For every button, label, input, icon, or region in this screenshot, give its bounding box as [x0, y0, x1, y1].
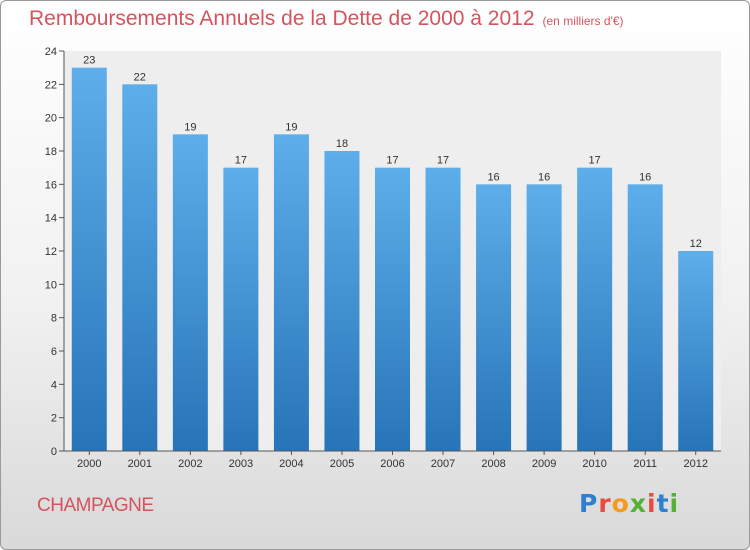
data-label-2005: 18	[336, 138, 348, 150]
logo-letter: i	[647, 489, 657, 518]
y-tick-label: 18	[45, 146, 57, 158]
bar-2000	[71, 67, 107, 452]
bar-2011	[627, 184, 663, 452]
data-label-2009: 16	[538, 171, 550, 183]
data-label-2001: 22	[134, 71, 146, 83]
y-tick-label: 24	[45, 46, 57, 58]
logo-letter: P	[579, 489, 599, 518]
title-text: Remboursements Annuels de la Dette de 20…	[29, 7, 535, 30]
data-label-2006: 17	[386, 155, 398, 167]
y-tick-label: 0	[51, 446, 57, 458]
chart-title: Remboursements Annuels de la Dette de 20…	[29, 7, 624, 31]
data-label-2007: 17	[437, 155, 449, 167]
bars: 23 22 19 17 19 18 17 17 16 16 17 16 12	[71, 55, 714, 452]
data-label-2004: 19	[285, 121, 297, 133]
data-label-2010: 17	[589, 155, 601, 167]
bar-2003	[223, 167, 259, 451]
x-tick-label-2006: 2006	[380, 458, 404, 470]
y-tick-label: 8	[51, 313, 57, 325]
data-label-2008: 16	[487, 171, 499, 183]
y-tick-label: 6	[51, 346, 57, 358]
bar-2004	[273, 134, 309, 452]
data-label-2003: 17	[235, 155, 247, 167]
x-tick-label-2005: 2005	[330, 458, 354, 470]
y-tick-label: 22	[45, 79, 57, 91]
bar-2001	[122, 84, 158, 451]
bar-2002	[172, 134, 208, 452]
x-tick-label-2008: 2008	[481, 458, 505, 470]
bar-2006	[375, 167, 410, 451]
logo-letter: t	[656, 489, 670, 518]
y-tick-label: 16	[45, 179, 57, 191]
x-tick-label-2001: 2001	[128, 458, 152, 470]
x-tick-label-2011: 2011	[633, 458, 657, 470]
bar-2009	[526, 184, 562, 452]
logo-letter: x	[629, 489, 647, 518]
bar-2012	[678, 251, 714, 451]
y-tick-label: 20	[45, 113, 57, 125]
x-tick-label-2003: 2003	[229, 458, 253, 470]
y-tick-label: 2	[51, 413, 57, 425]
bar-2008	[476, 184, 512, 452]
x-tick-label-2009: 2009	[532, 458, 556, 470]
x-tick-label-2010: 2010	[582, 458, 606, 470]
y-tick-label: 12	[45, 246, 57, 258]
data-label-2002: 19	[184, 121, 196, 133]
data-label-2012: 12	[690, 238, 702, 250]
unit-label: (en milliers d'€)	[542, 14, 624, 28]
bar-2005	[324, 151, 360, 451]
y-tick-label: 4	[51, 379, 57, 391]
y-tick-label: 10	[45, 279, 57, 291]
bar-2007	[425, 167, 461, 451]
x-tick-label-2000: 2000	[77, 458, 101, 470]
data-label-2000: 23	[83, 55, 95, 67]
bar-2010	[577, 167, 613, 451]
x-tick-label-2007: 2007	[431, 458, 455, 470]
logo-letter: r	[598, 489, 612, 518]
x-tick-label-2012: 2012	[683, 458, 707, 470]
y-tick-label: 14	[45, 213, 57, 225]
data-label-2011: 16	[639, 171, 651, 183]
x-tick-label-2004: 2004	[279, 458, 303, 470]
proxiti-logo[interactable]: Proxiti	[579, 489, 679, 518]
commune-name: CHAMPAGNE	[37, 495, 154, 516]
logo-letter: i	[669, 489, 680, 518]
logo-letter: o	[611, 489, 630, 518]
x-tick-label-2002: 2002	[178, 458, 202, 470]
